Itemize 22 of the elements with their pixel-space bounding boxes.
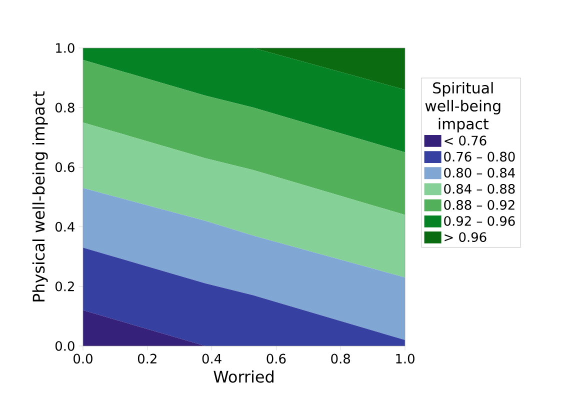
legend-label: 0.76 – 0.80: [444, 152, 515, 162]
x-tick-label: 0.2: [138, 354, 156, 364]
y-tick-label: 1.0: [56, 43, 74, 53]
x-tick-label: 0.6: [266, 354, 286, 364]
x-tick-label: 0.4: [202, 354, 222, 364]
y-tick-label: 0.8: [55, 102, 74, 112]
legend-label: 0.80 – 0.84: [444, 168, 515, 178]
y-axis-title: Physical well-being impact: [32, 91, 48, 302]
y-tick-label: 0.6: [55, 162, 74, 172]
legend-label: 0.92 – 0.96: [444, 216, 515, 226]
legend-label: 0.88 – 0.92: [444, 200, 514, 210]
y-tick-label: 0.0: [55, 341, 74, 351]
legend-label: < 0.76: [444, 136, 486, 146]
y-tick-label: 0.2: [55, 282, 74, 292]
x-axis-title: Worried: [214, 370, 274, 383]
x-tick-label: 0.0: [74, 354, 92, 364]
y-tick-label: 0.4: [55, 222, 74, 232]
x-tick-label: 0.8: [331, 354, 350, 364]
x-tick-label: 1.0: [396, 354, 414, 364]
legend-label: 0.84 – 0.88: [444, 184, 515, 194]
legend-title: Spiritual well-being impact: [425, 82, 500, 132]
legend-label: > 0.96: [444, 232, 486, 242]
